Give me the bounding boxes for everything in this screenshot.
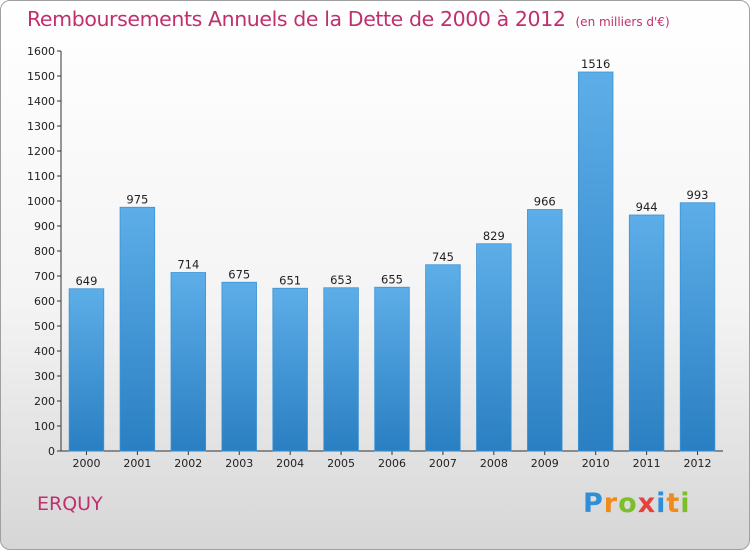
commune-name: ERQUY	[37, 493, 103, 515]
bar-2006	[374, 286, 410, 452]
data-label-2008: 829	[483, 229, 505, 243]
data-label-2005: 653	[330, 273, 352, 287]
x-tick-label: 2010	[582, 457, 610, 470]
x-tick-label: 2012	[684, 457, 712, 470]
y-tick-label: 1500	[27, 70, 55, 83]
y-tick-label: 200	[34, 395, 55, 408]
bar-2001	[119, 206, 156, 452]
data-label-2011: 944	[636, 200, 658, 214]
x-tick-label: 2001	[123, 457, 151, 470]
data-label-2004: 651	[279, 273, 301, 287]
data-label-2000: 649	[75, 274, 97, 288]
logo-letter: r	[603, 488, 619, 519]
chart-title-text: Remboursements Annuels de la Dette de 20…	[27, 7, 566, 31]
y-tick-label: 1600	[27, 45, 55, 58]
data-label-2003: 675	[228, 267, 250, 281]
data-label-2002: 714	[177, 258, 199, 272]
bar-2012	[679, 202, 716, 452]
data-label-2009: 966	[534, 195, 556, 209]
y-tick-label: 1200	[27, 145, 55, 158]
y-tick-label: 500	[34, 320, 55, 333]
chart-unit: (en milliers d'€)	[575, 15, 670, 29]
logo-letter: t	[666, 488, 681, 519]
bar-2004	[272, 287, 308, 452]
logo-letter: x	[637, 488, 657, 519]
y-tick-label: 700	[34, 270, 55, 283]
x-tick-label: 2003	[225, 457, 253, 470]
bar-2008	[476, 243, 512, 452]
y-tick-label: 600	[34, 295, 55, 308]
proxiti-logo: Proxiti	[583, 488, 691, 519]
bar-2011	[628, 214, 665, 452]
y-tick-label: 0	[48, 445, 55, 458]
logo-letter: i	[656, 488, 667, 519]
y-tick-label: 400	[34, 345, 55, 358]
data-labels: 649 975 714 675 651 653 655 745 829 966 1516 944 993	[75, 57, 708, 288]
x-tick-label: 2004	[276, 457, 304, 470]
y-tick-label: 1100	[27, 170, 55, 183]
y-tick-label: 1000	[27, 195, 55, 208]
x-tick-label: 2002	[174, 457, 202, 470]
logo-letter: o	[618, 488, 638, 519]
y-tick-label: 100	[34, 420, 55, 433]
x-tick-label: 2006	[378, 457, 406, 470]
bar-2007	[425, 264, 461, 452]
bar-2003	[221, 281, 257, 452]
bars	[68, 71, 716, 452]
data-label-2007: 745	[432, 250, 454, 264]
data-label-2001: 975	[126, 192, 148, 206]
data-label-2006: 655	[381, 272, 403, 286]
x-tick-label: 2007	[429, 457, 457, 470]
x-tick-label: 2005	[327, 457, 355, 470]
x-tick-label: 2008	[480, 457, 508, 470]
y-tick-label: 1400	[27, 95, 55, 108]
logo-letter: i	[680, 488, 691, 519]
data-label-2010: 1516	[581, 57, 610, 71]
data-label-2012: 993	[687, 188, 709, 202]
logo-letter: P	[583, 488, 604, 519]
y-tick-label: 300	[34, 370, 55, 383]
y-tick-label: 800	[34, 245, 55, 258]
bar-2002	[170, 272, 207, 452]
x-tick-label: 2000	[72, 457, 100, 470]
y-tick-label: 900	[34, 220, 55, 233]
x-tick-label: 2009	[531, 457, 559, 470]
bar-2009	[527, 209, 563, 452]
bar-2005	[323, 287, 359, 452]
x-tick-label: 2011	[633, 457, 661, 470]
bar-2010	[577, 71, 614, 452]
axes: 0 100 200 300 400 500 600 700 800 900 1000 1100 1200…	[27, 45, 723, 470]
chart-title: Remboursements Annuels de la Dette de 20…	[27, 7, 670, 31]
y-tick-label: 1300	[27, 120, 55, 133]
bar-2000	[68, 288, 105, 452]
